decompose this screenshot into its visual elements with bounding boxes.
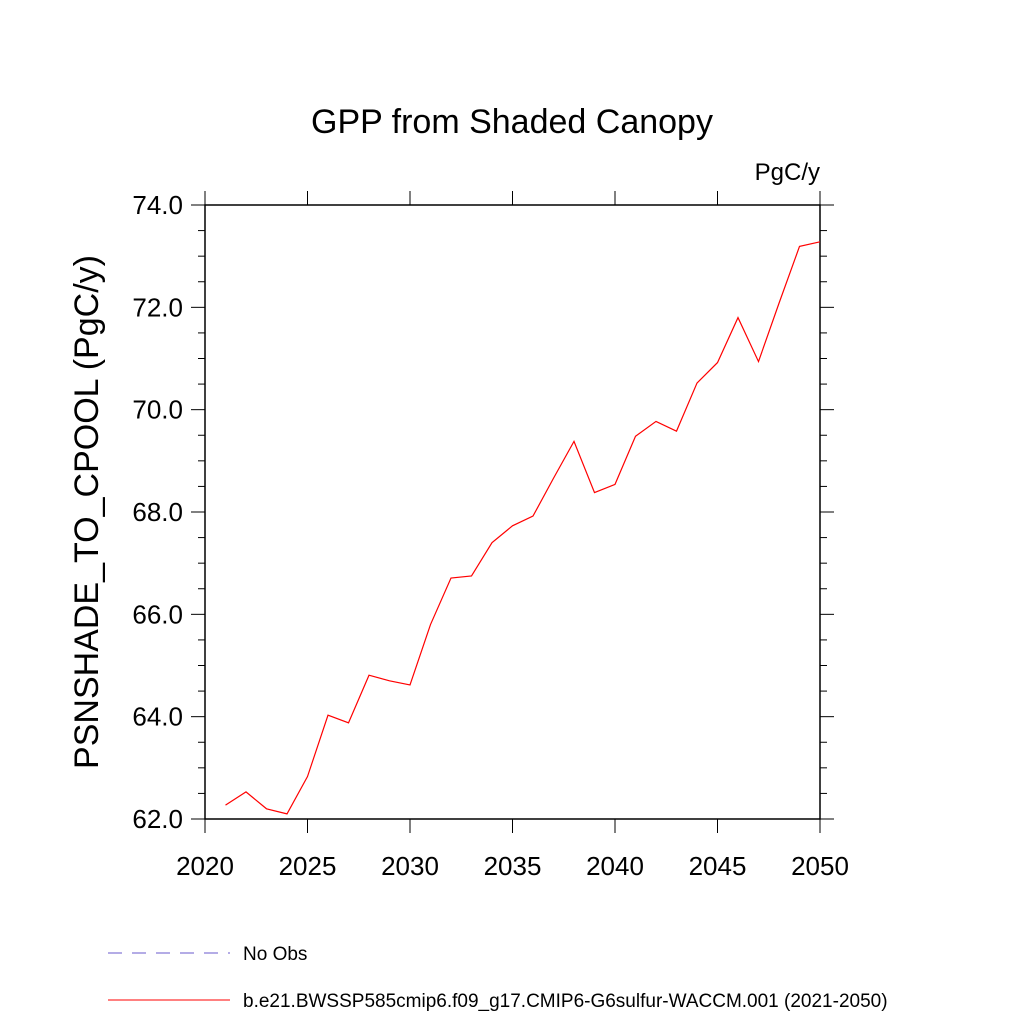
data-point [430,624,431,625]
data-point [778,303,779,304]
data-point [368,675,369,676]
y-tick-label: 62.0 [132,804,183,834]
x-tick-label: 2050 [791,851,849,881]
axes: 62.0 64.0 66.0 68.0 70.0 72.0 74.0 2020 2025 2030… [132,190,849,881]
data-point [717,362,718,363]
y-tick-label: 64.0 [132,702,183,732]
y-tick-label: 68.0 [132,497,183,527]
plot-area [225,241,821,815]
data-point [532,515,533,516]
y-tick-label: 74.0 [132,190,183,220]
x-tick-label: 2045 [689,851,747,881]
chart-title: GPP from Shaded Canopy [311,103,713,141]
data-point [676,431,677,432]
data-point [512,525,513,526]
plot-frame [204,204,821,820]
data-point [327,715,328,716]
y-tick-label: 70.0 [132,395,183,425]
data-point [266,808,267,809]
data-point [307,776,308,777]
y-tick-label: 66.0 [132,599,183,629]
data-point [573,441,574,442]
x-tick-label: 2035 [484,851,542,881]
x-tick-label: 2020 [176,851,234,881]
x-tick-label: 2030 [381,851,439,881]
units-label: PgC/y [755,159,820,186]
x-tick-label: 2040 [586,851,644,881]
data-point [348,722,349,723]
x-tick-label: 2025 [279,851,337,881]
data-point [471,575,472,576]
data-point [491,542,492,543]
data-point [594,492,595,493]
data-point [409,684,410,685]
y-axis-label: PSNSHADE_TO_CPOOL (PgC/y) [68,255,106,769]
data-point [696,382,697,383]
data-point [635,436,636,437]
data-point [553,478,554,479]
data-point [286,813,287,814]
legend: No Obs b.e21.BWSSP585cmip6.f09_g17.CMIP6-… [108,944,888,1012]
data-point [819,241,820,242]
legend-label: b.e21.BWSSP585cmip6.f09_g17.CMIP6-G6sulf… [243,991,888,1012]
data-point [225,805,226,806]
data-point [245,791,246,792]
y-tick-label: 72.0 [132,292,183,322]
data-point [450,577,451,578]
data-point [614,484,615,485]
data-point [799,246,800,247]
series-line [225,241,821,815]
data-point [655,421,656,422]
legend-label: No Obs [243,944,307,965]
data-point [758,361,759,362]
data-point [389,680,390,681]
data-point [737,317,738,318]
